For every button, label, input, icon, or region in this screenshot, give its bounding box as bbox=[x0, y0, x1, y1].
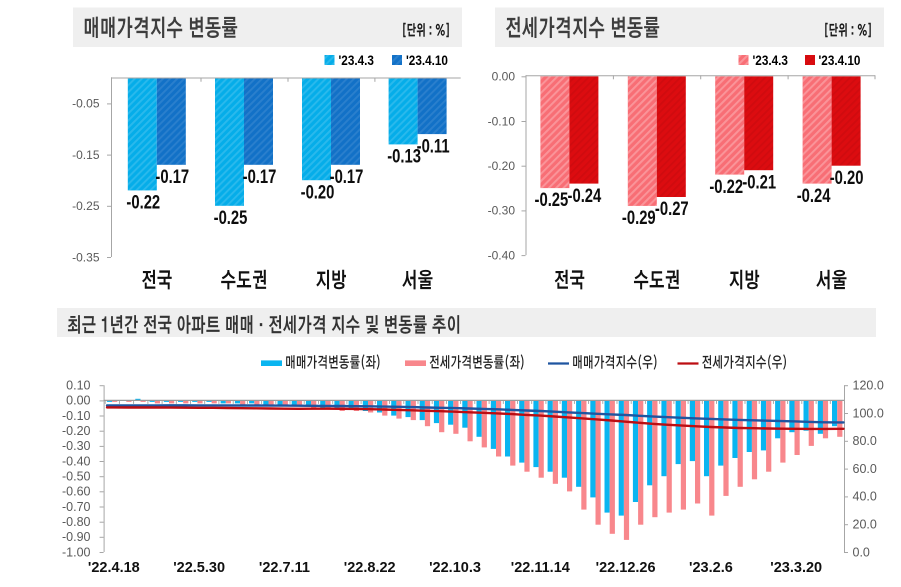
svg-text:-0.10: -0.10 bbox=[62, 409, 91, 423]
svg-text:-0.20: -0.20 bbox=[830, 167, 864, 188]
svg-text:-0.20: -0.20 bbox=[488, 159, 516, 173]
svg-text:-0.20: -0.20 bbox=[301, 182, 335, 203]
svg-text:'23.3.20: '23.3.20 bbox=[770, 560, 822, 576]
svg-text:'23.4.3: '23.4.3 bbox=[339, 52, 374, 68]
svg-text:-0.60: -0.60 bbox=[62, 485, 91, 499]
svg-text:0.10: 0.10 bbox=[66, 379, 90, 393]
svg-text:-0.30: -0.30 bbox=[488, 204, 516, 218]
svg-text:-0.30: -0.30 bbox=[62, 439, 91, 453]
svg-text:-0.11: -0.11 bbox=[417, 136, 450, 157]
svg-text:0.00: 0.00 bbox=[66, 394, 90, 408]
svg-text:80.0: 80.0 bbox=[853, 434, 877, 448]
svg-text:'22.4.18: '22.4.18 bbox=[88, 560, 140, 576]
svg-text:20.0: 20.0 bbox=[853, 518, 877, 532]
svg-text:-0.35: -0.35 bbox=[72, 250, 100, 264]
svg-text:0.00: 0.00 bbox=[492, 70, 516, 84]
svg-text:-0.22: -0.22 bbox=[126, 192, 160, 213]
svg-text:-0.17: -0.17 bbox=[155, 166, 189, 187]
svg-text:-0.25: -0.25 bbox=[72, 199, 100, 213]
svg-text:'22.7.11: '22.7.11 bbox=[259, 560, 310, 576]
svg-text:100.0: 100.0 bbox=[853, 406, 884, 420]
svg-text:-0.70: -0.70 bbox=[62, 500, 91, 514]
svg-text:'23.4.10: '23.4.10 bbox=[406, 52, 448, 68]
svg-text:-0.20: -0.20 bbox=[62, 424, 91, 438]
svg-text:-0.50: -0.50 bbox=[62, 470, 91, 484]
svg-text:40.0: 40.0 bbox=[853, 490, 877, 504]
svg-text:'22.11.14: '22.11.14 bbox=[511, 560, 570, 576]
svg-text:-0.80: -0.80 bbox=[62, 515, 91, 529]
svg-text:'22.8.22: '22.8.22 bbox=[344, 560, 396, 576]
svg-text:0.0: 0.0 bbox=[853, 545, 870, 559]
svg-text:'23.4.3: '23.4.3 bbox=[753, 52, 788, 68]
svg-text:-0.15: -0.15 bbox=[72, 148, 100, 162]
svg-text:-0.05: -0.05 bbox=[72, 97, 100, 111]
svg-text:-0.10: -0.10 bbox=[488, 114, 516, 128]
svg-text:-0.17: -0.17 bbox=[330, 166, 364, 187]
svg-text:'22.5.30: '22.5.30 bbox=[173, 560, 225, 576]
svg-text:120.0: 120.0 bbox=[853, 379, 884, 393]
svg-text:'22.12.26: '22.12.26 bbox=[596, 560, 656, 576]
svg-text:'23.2.6: '23.2.6 bbox=[689, 560, 733, 576]
svg-text:-0.40: -0.40 bbox=[488, 248, 516, 262]
svg-text:-0.22: -0.22 bbox=[709, 176, 743, 197]
svg-text:'23.4.10: '23.4.10 bbox=[819, 52, 861, 68]
svg-text:-0.21: -0.21 bbox=[742, 172, 776, 193]
svg-text:-0.90: -0.90 bbox=[62, 530, 91, 544]
svg-text:-0.17: -0.17 bbox=[243, 166, 277, 187]
svg-text:'22.10.3: '22.10.3 bbox=[429, 560, 481, 576]
svg-text:-0.27: -0.27 bbox=[655, 198, 689, 219]
svg-text:-1.00: -1.00 bbox=[62, 545, 91, 559]
svg-text:-0.25: -0.25 bbox=[535, 189, 569, 210]
svg-text:-0.13: -0.13 bbox=[387, 146, 421, 167]
svg-text:-0.25: -0.25 bbox=[214, 207, 248, 228]
svg-text:60.0: 60.0 bbox=[853, 462, 877, 476]
svg-text:-0.40: -0.40 bbox=[62, 454, 91, 468]
svg-text:-0.24: -0.24 bbox=[568, 185, 602, 206]
svg-text:-0.29: -0.29 bbox=[622, 207, 656, 228]
svg-text:-0.24: -0.24 bbox=[797, 185, 831, 206]
